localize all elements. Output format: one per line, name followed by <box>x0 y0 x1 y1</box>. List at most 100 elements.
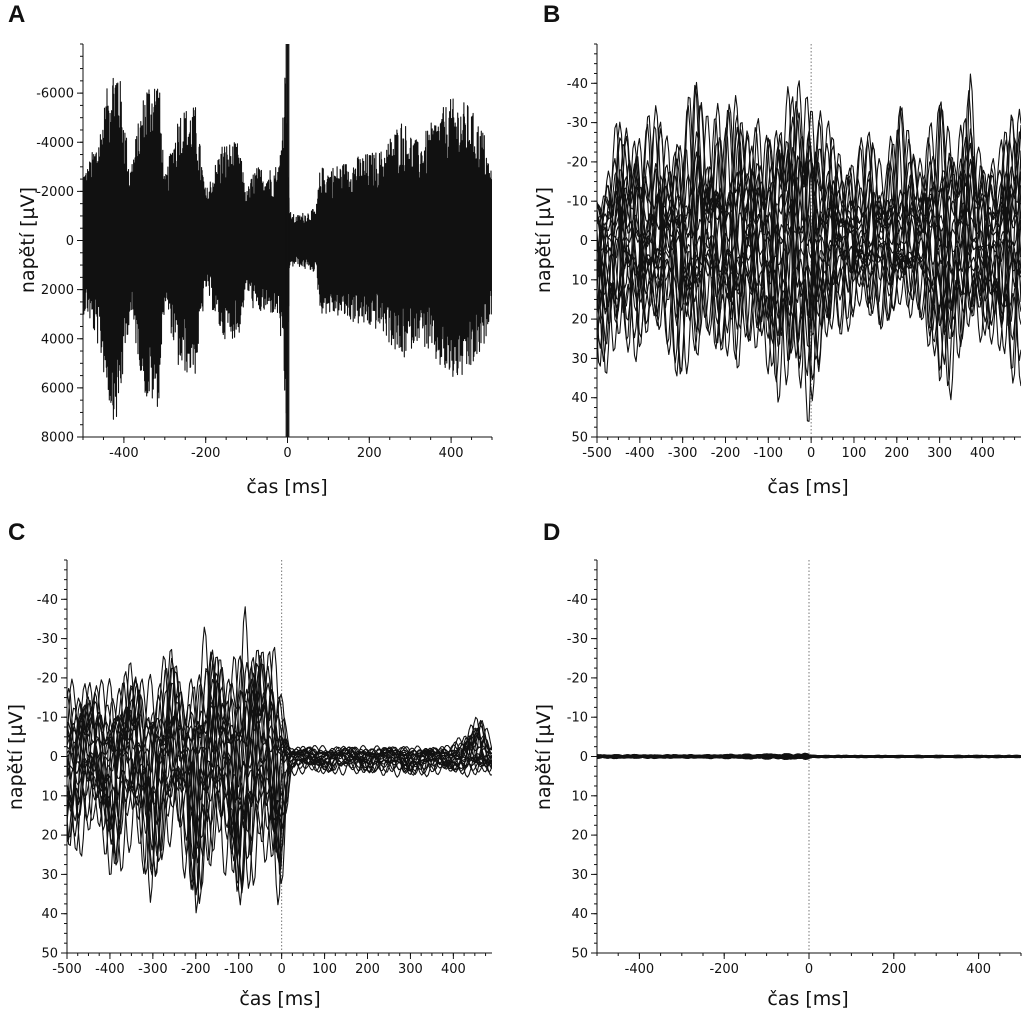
panel-letter: D <box>543 519 560 546</box>
y-tick-label: -20 <box>567 155 588 170</box>
epoch-trace <box>67 655 492 835</box>
y-axis-title: napětí [µV] <box>533 704 555 810</box>
epoch-trace <box>67 700 492 807</box>
x-tick-label: 200 <box>881 962 906 977</box>
y-tick-label: -6000 <box>36 87 74 102</box>
panel-letter: B <box>543 1 560 28</box>
epoch-trace <box>67 606 492 879</box>
traces <box>83 44 492 437</box>
x-tick-label: -300 <box>138 962 168 977</box>
x-axis-title: čas [ms] <box>246 476 327 498</box>
y-tick-label: 20 <box>571 313 588 328</box>
x-tick-label: 300 <box>927 446 952 461</box>
y-tick-label: 20 <box>41 829 58 844</box>
x-tick-label: 0 <box>283 446 291 461</box>
x-tick-label: 400 <box>966 962 991 977</box>
x-tick-label: -400 <box>109 446 139 461</box>
x-tick-label: 300 <box>398 962 423 977</box>
y-tick-label: 4000 <box>41 332 74 347</box>
x-tick-label: -400 <box>95 962 125 977</box>
x-tick-label: -500 <box>582 446 612 461</box>
y-tick-label: 30 <box>41 868 58 883</box>
y-tick-label: 20 <box>571 829 588 844</box>
epoch-trace <box>597 124 1021 339</box>
x-tick-label: -400 <box>625 962 655 977</box>
epoch-trace <box>597 754 1021 759</box>
y-tick-label: 0 <box>66 234 74 249</box>
x-tick-label: 200 <box>357 446 382 461</box>
y-tick-label: -2000 <box>36 185 74 200</box>
y-axis-title: napětí [µV] <box>5 704 27 810</box>
epoch-trace <box>597 90 1021 387</box>
x-tick-label: 400 <box>970 446 995 461</box>
y-tick-label: -4000 <box>36 136 74 151</box>
x-tick-label: 0 <box>807 446 815 461</box>
y-tick-label: 30 <box>571 868 588 883</box>
x-tick-label: 100 <box>312 962 337 977</box>
y-tick-label: 40 <box>41 907 58 922</box>
y-tick-label: -30 <box>37 632 58 647</box>
y-tick-label: 40 <box>571 907 588 922</box>
y-tick-label: -40 <box>567 77 588 92</box>
epoch-trace <box>597 174 1021 302</box>
panel-letter: C <box>8 519 25 546</box>
y-tick-label: 0 <box>580 234 588 249</box>
traces <box>597 752 1021 760</box>
epoch-trace <box>67 663 492 894</box>
y-tick-label: 2000 <box>41 283 74 298</box>
x-tick-label: -200 <box>709 962 739 977</box>
epoch-trace <box>597 112 1021 375</box>
y-tick-label: 50 <box>571 947 588 962</box>
chart-panel-b: B -500 -400 -300 -20 0 -100 0 100 200 300 400 -40 -30… <box>533 1 1021 498</box>
x-axis-title: čas [ms] <box>239 988 320 1010</box>
x-tick-label: -200 <box>181 962 211 977</box>
y-tick-label: 10 <box>571 273 588 288</box>
x-tick-label: -100 <box>754 446 784 461</box>
x-tick-label: 200 <box>355 962 380 977</box>
y-tick-label: -30 <box>567 116 588 131</box>
epoch-trace <box>597 96 1021 389</box>
epoch-trace <box>597 110 1021 355</box>
y-tick-label: 50 <box>571 431 588 446</box>
panel-letter: A <box>8 1 25 28</box>
y-tick-label: -40 <box>567 593 588 608</box>
x-tick-label: 400 <box>439 446 464 461</box>
traces <box>67 606 492 914</box>
x-tick-label: -300 <box>668 446 698 461</box>
y-tick-label: -40 <box>37 593 58 608</box>
x-tick-label: -500 <box>52 962 82 977</box>
y-tick-label: 30 <box>571 352 588 367</box>
y-tick-label: 10 <box>571 789 588 804</box>
x-tick-label: 100 <box>842 446 867 461</box>
y-tick-label: 50 <box>41 947 58 962</box>
x-tick-label: 200 <box>884 446 909 461</box>
chart-panel-a: A-400 -200 0 200 400-6000-4000-2000020004000… <box>8 1 493 498</box>
chart-panel-c: C -500 -400 -300 -200 -100 0 100 200 300 400 -40 -30… <box>5 519 492 1010</box>
y-tick-label: -10 <box>567 711 588 726</box>
y-tick-label: -20 <box>37 671 58 686</box>
epoch-trace <box>597 180 1021 295</box>
y-tick-label: -30 <box>567 632 588 647</box>
epoch-trace <box>67 691 492 821</box>
epoch-trace <box>67 688 492 842</box>
y-axis-title: napětí [µV] <box>533 187 555 293</box>
x-tick-label: -100 <box>224 962 254 977</box>
y-axis-title: napětí [µV] <box>17 187 39 293</box>
epoch-trace <box>597 157 1021 319</box>
epoch-trace <box>597 84 1021 377</box>
x-axis-title: čas [ms] <box>767 476 848 498</box>
x-tick-label: -400 <box>625 446 655 461</box>
y-tick-label: -10 <box>567 195 588 210</box>
epoch-trace <box>597 158 1021 316</box>
chart-panel-d: D -400 -200 0 200 400 -40 -30 -20 -10 0 10 20 30 40 50 č… <box>533 519 1022 1010</box>
epoch-trace <box>597 172 1021 305</box>
x-tick-label: 400 <box>441 962 466 977</box>
x-tick-label: -200 <box>191 446 221 461</box>
y-tick-label: 6000 <box>41 381 74 396</box>
y-tick-label: 0 <box>580 750 588 765</box>
epoch-trace <box>597 96 1021 386</box>
y-tick-label: 40 <box>571 391 588 406</box>
y-tick-label: -10 <box>37 711 58 726</box>
x-tick-label: 0 <box>278 962 286 977</box>
